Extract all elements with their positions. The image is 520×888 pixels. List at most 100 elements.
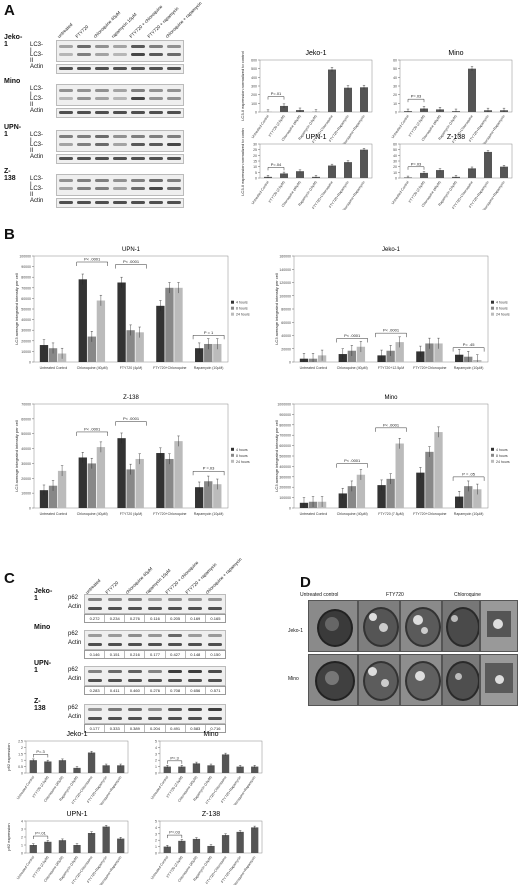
blot-band-actin bbox=[88, 679, 102, 682]
blot-c-quant-value: 0.146 bbox=[85, 651, 106, 658]
blot-band-actin bbox=[167, 201, 181, 204]
blot-band bbox=[77, 179, 91, 182]
bar bbox=[174, 441, 183, 508]
bar bbox=[468, 68, 476, 112]
y-tick-label: 60 bbox=[393, 143, 397, 147]
blot-band bbox=[188, 598, 202, 601]
panel-label-c: C bbox=[4, 570, 15, 587]
significance-label: P< .0001 bbox=[84, 426, 101, 431]
blot-band bbox=[148, 598, 162, 601]
y-tick-label: 500 bbox=[251, 67, 257, 71]
significance-label: P=.01 bbox=[35, 831, 46, 836]
blot-band bbox=[131, 179, 145, 182]
chart-title: UPN-1 bbox=[122, 247, 141, 253]
y-tick-label: 10 bbox=[393, 102, 397, 106]
blot-band bbox=[128, 670, 142, 673]
significance-bracket bbox=[76, 431, 108, 436]
x-tick-label: FTY720+Chloroquine bbox=[153, 512, 186, 516]
legend-swatch bbox=[231, 453, 234, 457]
bar bbox=[386, 478, 395, 508]
blot-band bbox=[168, 598, 182, 601]
blot-band-actin bbox=[208, 679, 222, 682]
chart-title: UPN-1 bbox=[66, 811, 87, 818]
bar bbox=[360, 87, 368, 112]
significance-label: P< .0001 bbox=[383, 422, 400, 427]
blot-c-quant-value: 0.116 bbox=[145, 615, 166, 622]
bar bbox=[296, 171, 304, 178]
blot-c-membrane bbox=[84, 630, 226, 650]
blot-band bbox=[59, 45, 73, 48]
blot-band-actin bbox=[148, 643, 162, 646]
y-axis-label: LC3 average integrated intensity per cel… bbox=[274, 420, 279, 492]
blot-band bbox=[128, 634, 142, 637]
bar bbox=[117, 438, 126, 508]
chart-a-jeko-1: Jeko-1 0 100 200 300 400 500 600 LC3-II expressi… bbox=[240, 50, 373, 144]
blot-c-membrane bbox=[84, 704, 226, 724]
blot-c-quant-value: 0.177 bbox=[145, 651, 166, 658]
significance-bracket bbox=[407, 166, 425, 170]
blot-band bbox=[131, 135, 145, 138]
y-tick-label: 20 bbox=[393, 165, 397, 169]
x-tick-label: Untreated Control bbox=[40, 512, 68, 516]
panel-label-a: A bbox=[4, 2, 15, 19]
blot-a-row-label: LC3-I bbox=[30, 176, 44, 188]
bar bbox=[344, 87, 352, 112]
blot-band bbox=[59, 135, 73, 138]
legend-swatch bbox=[231, 459, 234, 463]
blot-band bbox=[77, 143, 91, 146]
blot-band-actin bbox=[168, 717, 182, 720]
chart-title: Jeko-1 bbox=[382, 247, 401, 253]
bar bbox=[117, 282, 126, 362]
chart-b-jeko-1: Jeko-1 0 20000 40000 60000 80000 100000 120000 1… bbox=[274, 247, 510, 370]
y-tick-label: 60000 bbox=[21, 417, 31, 421]
y-tick-label: 20000 bbox=[21, 477, 31, 481]
significance-bracket bbox=[336, 463, 368, 468]
bar bbox=[473, 489, 482, 508]
blot-a-actin-membrane bbox=[56, 154, 184, 164]
x-tick-label: Rapamycin (10μM) bbox=[454, 366, 484, 370]
blot-c-row-label: p62 bbox=[68, 667, 79, 673]
blot-band bbox=[77, 89, 91, 92]
blot-c-quant-row: 0.177 0.333 0.389 0.204 0.491 0.583 0.716 bbox=[84, 724, 226, 733]
blot-band bbox=[167, 45, 181, 48]
blot-a-membrane bbox=[56, 174, 184, 196]
bar bbox=[29, 845, 37, 853]
blot-band-actin bbox=[59, 157, 73, 160]
y-tick-label: 160000 bbox=[279, 255, 291, 259]
legend-swatch bbox=[491, 312, 494, 316]
blot-band-actin bbox=[208, 643, 222, 646]
significance-bracket bbox=[452, 347, 485, 352]
blot-band-actin bbox=[188, 679, 202, 682]
y-tick-label: 30 bbox=[393, 160, 397, 164]
bar bbox=[178, 766, 186, 773]
legend-label: 8 hours bbox=[496, 454, 508, 458]
legend-swatch bbox=[491, 447, 494, 451]
bar bbox=[156, 453, 165, 508]
bar bbox=[395, 342, 404, 362]
blot-a-cell-name: Jeko-1 bbox=[4, 34, 23, 48]
blot-band-actin bbox=[131, 67, 145, 70]
y-tick-label: 5 bbox=[255, 171, 257, 175]
bar bbox=[434, 343, 443, 362]
y-tick-label: 600000 bbox=[279, 444, 291, 448]
blot-band-actin bbox=[108, 679, 122, 682]
blot-band-actin bbox=[113, 201, 127, 204]
y-axis-label: LC3 average integrated intensity per cel… bbox=[14, 420, 19, 492]
x-tick-label: Chloroquine (40μM) bbox=[337, 366, 368, 370]
blot-band bbox=[167, 97, 181, 100]
y-tick-label: 1 bbox=[21, 759, 23, 763]
blot-band bbox=[95, 187, 109, 190]
blot-a-row-label: Actin bbox=[30, 64, 44, 70]
y-axis-label: LC3 average integrated intensity per cel… bbox=[14, 273, 19, 345]
x-tick-label: Rapamycin (10μM) bbox=[194, 512, 224, 516]
blot-c-quant-value: 0.150 bbox=[210, 652, 221, 657]
blot-band-actin bbox=[149, 201, 163, 204]
x-tick-label: Chloroquine (40μM) bbox=[77, 366, 108, 370]
y-tick-label: 1 bbox=[155, 845, 157, 849]
x-tick-label: FTY720 (4μM) bbox=[120, 366, 143, 370]
significance-label: P=.3 bbox=[36, 749, 45, 754]
bar bbox=[48, 348, 58, 362]
bar bbox=[29, 760, 37, 773]
bar bbox=[57, 470, 67, 508]
